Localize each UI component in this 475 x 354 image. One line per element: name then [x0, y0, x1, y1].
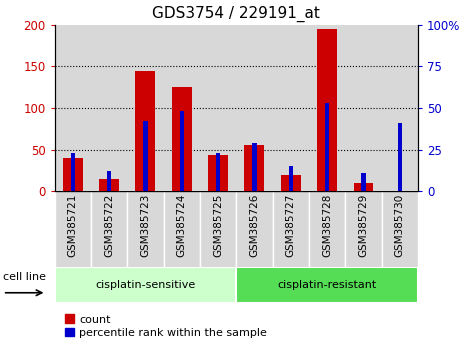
Text: GSM385727: GSM385727: [286, 194, 296, 257]
FancyBboxPatch shape: [163, 191, 200, 269]
Text: cisplatin-sensitive: cisplatin-sensitive: [95, 280, 196, 290]
Text: cisplatin-resistant: cisplatin-resistant: [277, 280, 377, 290]
Text: GSM385723: GSM385723: [141, 194, 151, 257]
FancyBboxPatch shape: [55, 191, 91, 269]
Bar: [252, 143, 256, 191]
Bar: [245, 145, 265, 191]
Text: GSM385729: GSM385729: [359, 194, 369, 257]
Text: GSM385725: GSM385725: [213, 194, 223, 257]
Bar: [317, 29, 337, 191]
FancyBboxPatch shape: [273, 191, 309, 269]
FancyBboxPatch shape: [91, 191, 127, 269]
Bar: [63, 158, 83, 191]
Text: GSM385724: GSM385724: [177, 194, 187, 257]
Bar: [398, 123, 402, 191]
FancyBboxPatch shape: [55, 267, 237, 303]
Bar: [216, 153, 220, 191]
Legend: count, percentile rank within the sample: count, percentile rank within the sample: [60, 310, 271, 342]
Bar: [353, 183, 373, 191]
FancyBboxPatch shape: [345, 191, 381, 269]
Bar: [143, 121, 148, 191]
FancyBboxPatch shape: [309, 191, 345, 269]
Text: GSM385721: GSM385721: [68, 194, 78, 257]
Bar: [180, 111, 184, 191]
Text: cell line: cell line: [3, 272, 46, 282]
Bar: [345, 25, 381, 191]
FancyBboxPatch shape: [381, 191, 418, 269]
FancyBboxPatch shape: [237, 267, 418, 303]
Text: GSM385726: GSM385726: [249, 194, 259, 257]
Title: GDS3754 / 229191_at: GDS3754 / 229191_at: [152, 6, 320, 22]
Bar: [135, 70, 155, 191]
Text: GSM385730: GSM385730: [395, 194, 405, 257]
Bar: [172, 87, 192, 191]
Bar: [55, 25, 91, 191]
Bar: [200, 25, 236, 191]
Bar: [99, 179, 119, 191]
FancyBboxPatch shape: [237, 191, 273, 269]
Bar: [309, 25, 345, 191]
Bar: [361, 173, 366, 191]
Bar: [289, 166, 293, 191]
Bar: [325, 103, 329, 191]
Bar: [281, 175, 301, 191]
Bar: [91, 25, 127, 191]
Bar: [107, 171, 111, 191]
Bar: [236, 25, 273, 191]
Bar: [208, 155, 228, 191]
FancyBboxPatch shape: [200, 191, 237, 269]
Bar: [127, 25, 163, 191]
Bar: [71, 153, 75, 191]
Bar: [381, 25, 418, 191]
FancyBboxPatch shape: [127, 191, 163, 269]
Text: GSM385722: GSM385722: [104, 194, 114, 257]
Text: GSM385728: GSM385728: [322, 194, 332, 257]
Bar: [273, 25, 309, 191]
Bar: [163, 25, 200, 191]
